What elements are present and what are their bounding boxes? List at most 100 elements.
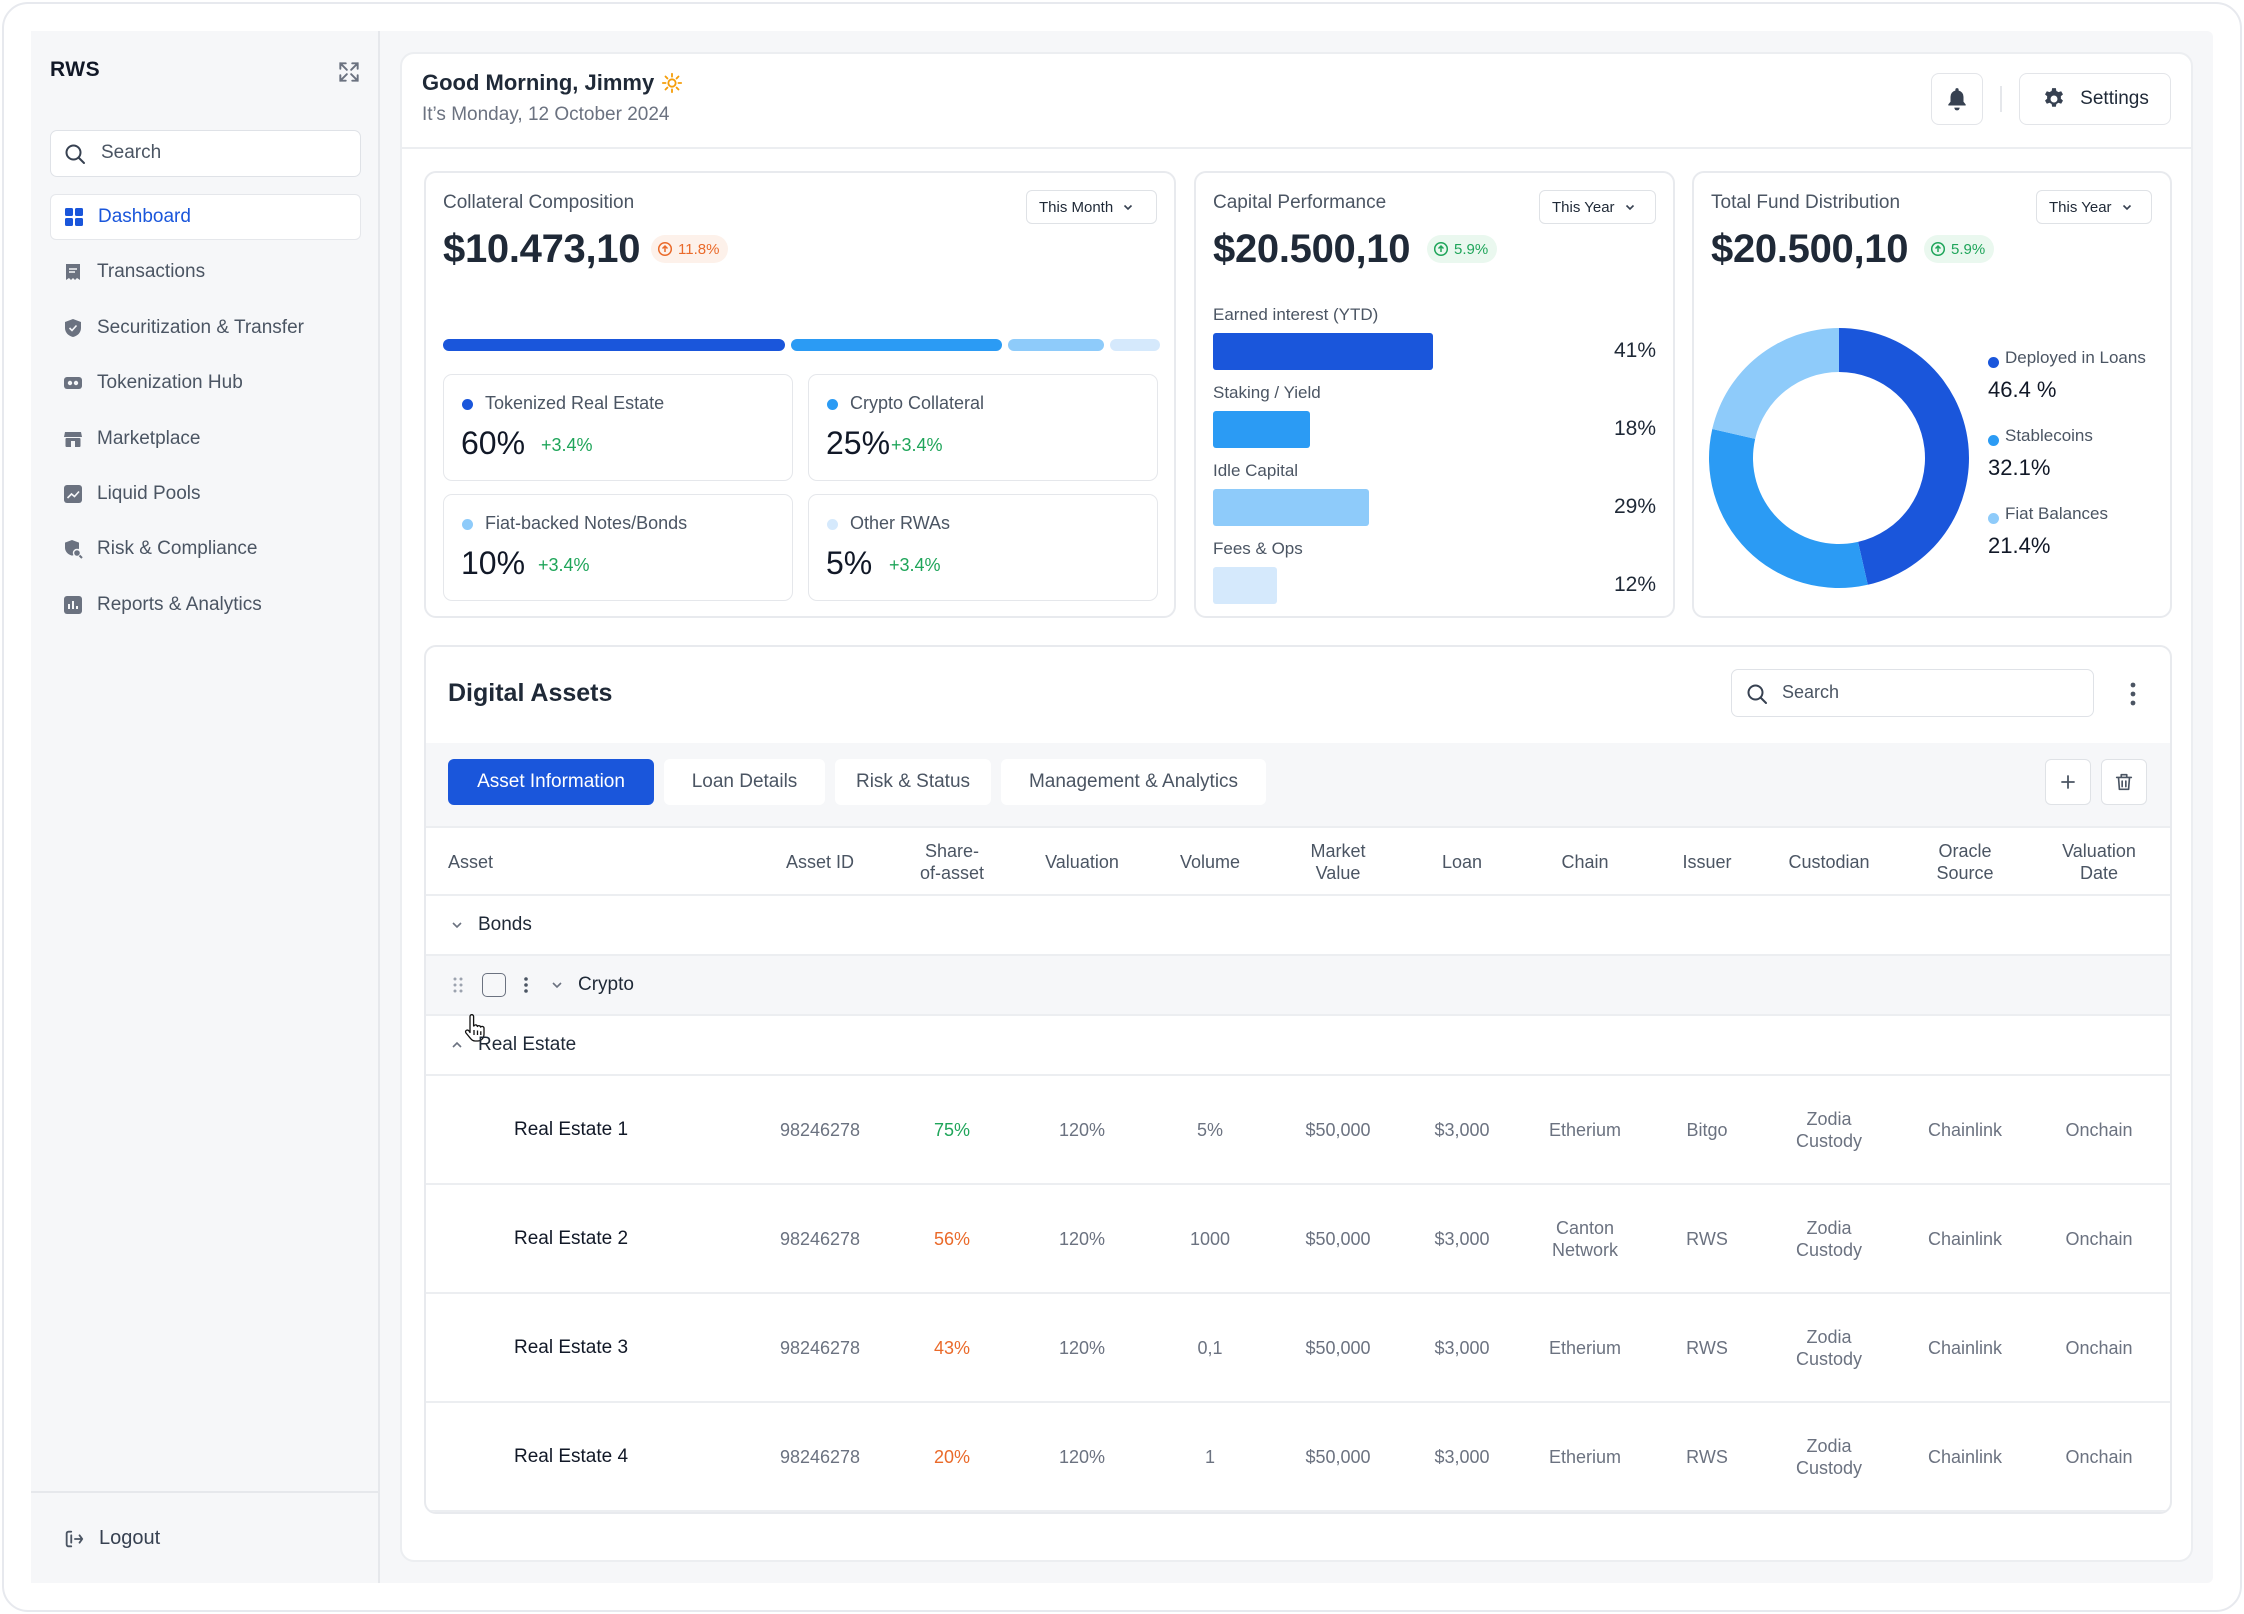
composition-segment	[1008, 339, 1104, 351]
group-row-crypto[interactable]: Crypto	[426, 956, 2170, 1016]
change-value: 5.9%	[1454, 240, 1489, 258]
sidebar-item-dashboard[interactable]: Dashboard	[50, 194, 361, 240]
logout-button[interactable]: Logout	[63, 1527, 160, 1550]
column-header[interactable]: Valuation Date	[2062, 841, 2136, 883]
group-label: Crypto	[578, 974, 634, 995]
legend-value: 21.4%	[1988, 533, 2051, 558]
cell-share: 43%	[933, 1337, 971, 1358]
total-value: $20.500,10	[1711, 227, 1909, 271]
expand-icon[interactable]	[336, 59, 362, 85]
legend-value: 46.4 %	[1988, 377, 2057, 402]
cell-valuation: 120%	[1058, 1119, 1106, 1140]
grid-icon	[65, 208, 83, 226]
cell-id: 98246278	[779, 1446, 861, 1467]
cell-oracle: Chainlink	[1927, 1337, 2003, 1358]
column-header[interactable]: Chain	[1561, 852, 1609, 872]
assets-search-input[interactable]	[1782, 670, 2082, 715]
bar-percent: 12%	[1613, 573, 1656, 596]
period-dropdown[interactable]: This Month	[1026, 190, 1157, 224]
period-dropdown[interactable]: This Year	[2036, 190, 2152, 224]
change-value: 11.8%	[678, 240, 720, 258]
sidebar-search[interactable]	[50, 130, 361, 177]
cell-issuer: RWS	[1686, 1228, 1728, 1249]
cell-name: Real Estate 3	[514, 1336, 629, 1358]
chevron-up-icon[interactable]	[450, 1038, 464, 1052]
sidebar-item-reports-analytics[interactable]: Reports & Analytics	[50, 582, 361, 628]
performance-bar	[1213, 567, 1277, 604]
notifications-button[interactable]	[1931, 73, 1983, 125]
tab-asset-information[interactable]: Asset Information	[448, 759, 654, 805]
change-badge: 5.9%	[1924, 235, 1995, 263]
chevron-down-icon	[2122, 204, 2131, 211]
brand-logo: RWS	[50, 58, 101, 81]
cell-loan: $3,000	[1434, 1119, 1490, 1140]
composition-segment	[1110, 339, 1160, 351]
cell-volume: 1	[1204, 1446, 1215, 1467]
composition-tile: Tokenized Real Estate 60% +3.4%	[443, 374, 793, 481]
cell-date: Onchain	[2065, 1446, 2133, 1467]
token-icon	[64, 377, 82, 390]
bell-icon	[1948, 88, 1966, 111]
cell-share: 20%	[933, 1446, 971, 1467]
table-row[interactable]: Real Estate 1 98246278 75% 120% 5% $50,000 $3,…	[426, 1076, 2170, 1185]
column-header[interactable]: Issuer	[1682, 852, 1732, 872]
current-date: It’s Monday, 12 October 2024	[422, 104, 670, 125]
period-dropdown[interactable]: This Year	[1539, 190, 1656, 224]
kebab-icon[interactable]	[522, 975, 530, 995]
column-header[interactable]: Custodian	[1788, 852, 1870, 872]
column-header[interactable]: Asset	[448, 852, 494, 872]
column-header[interactable]: Oracle Source	[1936, 841, 1994, 883]
cell-date: Onchain	[2065, 1337, 2133, 1358]
collateral-card: Collateral Composition This Month $10.47…	[424, 171, 1176, 618]
column-header[interactable]: Share- of-asset	[919, 841, 985, 883]
group-row-real-estate[interactable]: Real Estate	[426, 1016, 2170, 1076]
donut-slice	[1709, 429, 1868, 588]
sidebar-item-transactions[interactable]: Transactions	[50, 249, 361, 295]
column-header[interactable]: Volume	[1179, 852, 1241, 872]
donut-slice	[1839, 328, 1969, 585]
sidebar-item-liquid-pools[interactable]: Liquid Pools	[50, 471, 361, 517]
column-header[interactable]: Valuation	[1045, 852, 1119, 872]
sidebar-search-input[interactable]	[101, 131, 351, 175]
table-row[interactable]: Real Estate 4 98246278 20% 120% 1 $50,000 $3,0…	[426, 1403, 2170, 1512]
change-badge: 5.9%	[1427, 235, 1498, 263]
cell-share: 56%	[933, 1228, 971, 1249]
more-options-icon[interactable]	[2123, 681, 2143, 707]
legend-dot	[827, 399, 838, 410]
shield-icon	[65, 318, 81, 337]
group-label: Real Estate	[478, 1034, 577, 1055]
column-header[interactable]: Market Value	[1310, 841, 1366, 883]
drag-handle-icon[interactable]	[452, 975, 464, 995]
column-header[interactable]: Loan	[1441, 852, 1483, 872]
chevron-down-icon[interactable]	[550, 978, 564, 992]
plus-icon	[2061, 775, 2075, 789]
column-header[interactable]: Asset ID	[785, 852, 855, 872]
composition-segment	[791, 339, 1002, 351]
sidebar-item-risk-compliance[interactable]: Risk & Compliance	[50, 526, 361, 572]
tab-loan-details[interactable]: Loan Details	[664, 759, 825, 805]
cell-volume: 5%	[1196, 1119, 1223, 1140]
assets-search[interactable]	[1731, 669, 2094, 717]
cell-name: Real Estate 1	[514, 1118, 629, 1140]
chevron-down-icon[interactable]	[450, 918, 464, 932]
legend-label: Deployed in Loans	[2005, 348, 2146, 367]
add-button[interactable]	[2045, 759, 2091, 805]
legend-dot	[462, 519, 473, 530]
table-row[interactable]: Real Estate 3 98246278 43% 120% 0,1 $50,000 $3…	[426, 1294, 2170, 1403]
arrow-up-circle-icon	[1433, 241, 1449, 257]
row-checkbox[interactable]	[482, 973, 506, 997]
cell-loan: $3,000	[1434, 1446, 1490, 1467]
table-row[interactable]: Real Estate 2 98246278 56% 120% 1000 $50,000 $…	[426, 1185, 2170, 1294]
cell-chain: Canton Network	[1551, 1217, 1618, 1260]
tab-management-analytics[interactable]: Management & Analytics	[1001, 759, 1266, 805]
sidebar-item-securitization-transfer[interactable]: Securitization & Transfer	[50, 305, 361, 351]
sidebar-item-tokenization-hub[interactable]: Tokenization Hub	[50, 360, 361, 406]
tab-risk-status[interactable]: Risk & Status	[835, 759, 991, 805]
cell-chain: Etherium	[1548, 1337, 1622, 1358]
delete-button[interactable]	[2101, 759, 2147, 805]
group-row-bonds[interactable]: Bonds	[426, 896, 2170, 956]
cell-issuer: Bitgo	[1686, 1119, 1728, 1140]
bar-label: Idle Capital	[1213, 461, 1299, 480]
sidebar-item-marketplace[interactable]: Marketplace	[50, 416, 361, 462]
settings-button[interactable]: Settings	[2019, 73, 2171, 125]
